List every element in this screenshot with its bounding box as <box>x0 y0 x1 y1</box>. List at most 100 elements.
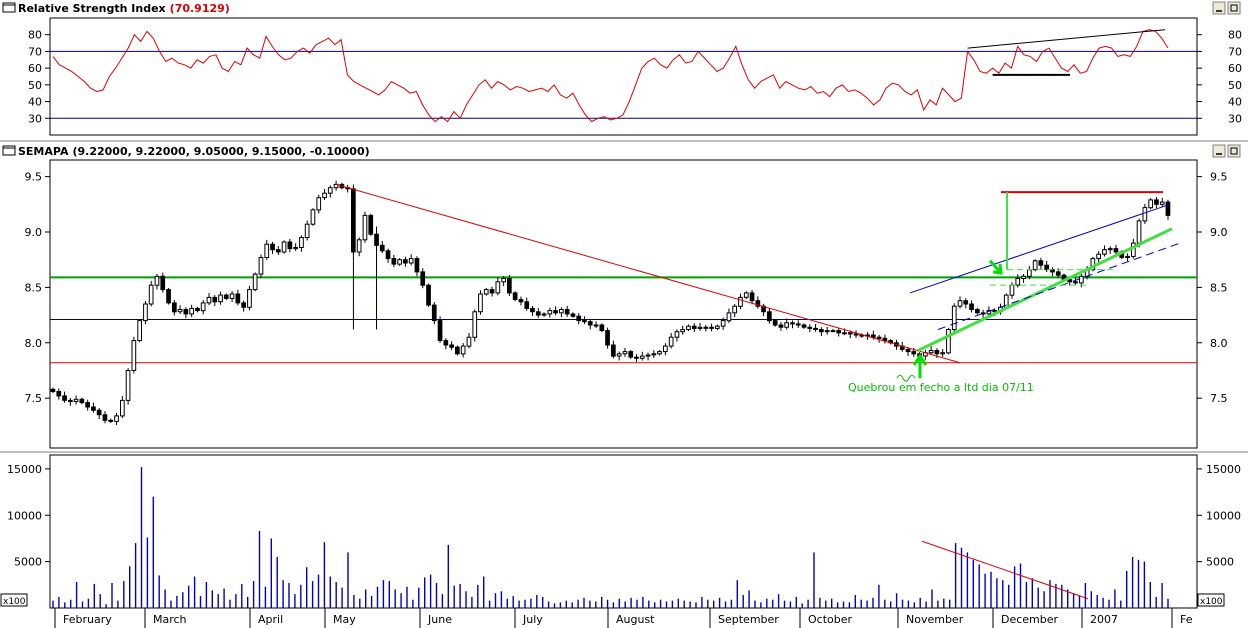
candle <box>333 183 339 189</box>
candle <box>847 332 853 335</box>
candle <box>1009 284 1015 296</box>
candle <box>1107 248 1113 251</box>
candle <box>495 281 501 294</box>
candle <box>975 309 980 314</box>
candle <box>1015 278 1021 286</box>
candle <box>928 350 934 354</box>
candle <box>235 293 241 304</box>
candle <box>1148 199 1154 209</box>
price-panel: SEMAPA (9.22000, 9.22000, 9.05000, 9.150… <box>0 140 1248 449</box>
candle <box>767 311 772 322</box>
x-axis-label: Fe <box>1180 613 1193 626</box>
volume-ytick-left: 5000 <box>14 556 42 569</box>
candle <box>1165 201 1171 216</box>
candle <box>755 300 761 307</box>
candle <box>842 332 847 335</box>
candle <box>553 310 558 314</box>
candle <box>940 352 945 355</box>
candle <box>720 320 726 327</box>
candle <box>1055 271 1061 276</box>
candle <box>674 331 680 338</box>
candle <box>327 187 333 194</box>
candle <box>172 302 177 313</box>
candle <box>1027 269 1032 277</box>
candle <box>507 278 512 294</box>
candle <box>264 243 270 258</box>
rsi-ytick-right: 80 <box>1228 29 1242 42</box>
candle <box>275 249 281 253</box>
candle <box>743 292 749 298</box>
price-ytick-right: 8.5 <box>1210 281 1228 294</box>
candle <box>819 329 824 333</box>
breakout-arrow-icon <box>912 353 928 379</box>
candle <box>50 388 56 392</box>
candle <box>951 305 957 331</box>
candle <box>1038 260 1044 266</box>
volume-scale-label-right: x100 <box>1200 597 1223 607</box>
candle <box>143 303 148 322</box>
price-ytick-right: 8.0 <box>1210 337 1228 350</box>
rsi-ytick-left: 70 <box>28 45 42 58</box>
candle <box>229 293 235 299</box>
candle <box>969 303 974 310</box>
candle <box>645 354 651 357</box>
candle <box>691 325 697 329</box>
rsi-ytick-right: 60 <box>1228 62 1242 75</box>
price-channel-lower-dashed <box>937 242 1181 330</box>
candle <box>1073 281 1078 284</box>
candle <box>195 307 200 312</box>
candle <box>241 302 247 308</box>
price-minimize-button[interactable] <box>1212 144 1226 158</box>
candle <box>131 340 137 372</box>
candle <box>166 289 171 304</box>
volume-scale-box-right <box>1197 593 1225 607</box>
candle <box>1067 279 1073 283</box>
price-panel-icon <box>2 145 16 156</box>
candle <box>189 307 195 315</box>
volume-scale-label-left: x100 <box>3 597 26 607</box>
candle <box>403 259 408 264</box>
candle <box>426 284 431 306</box>
candle <box>252 273 258 291</box>
price-ohlc: (9.22000, 9.22000, 9.05000, 9.15000, -0.… <box>72 145 369 158</box>
volume-ytick-right: 10000 <box>1206 509 1241 522</box>
candle <box>824 330 830 333</box>
candle <box>703 326 709 329</box>
x-axis-label: December <box>1001 613 1059 626</box>
candle <box>801 324 807 328</box>
candle <box>911 351 917 355</box>
candle <box>1021 275 1026 279</box>
x-axis-label: February <box>63 613 112 626</box>
candle <box>726 312 732 322</box>
price-plot-area <box>49 159 1198 449</box>
rsi-title: Relative Strength Index <box>18 2 166 15</box>
maximize-icon <box>1230 4 1238 12</box>
rsi-minimize-button[interactable] <box>1212 1 1226 15</box>
rsi-series-line <box>52 29 1169 123</box>
candle <box>125 370 131 401</box>
price-ytick-left: 9.0 <box>25 226 43 239</box>
candle <box>356 239 362 253</box>
candle <box>963 300 969 305</box>
candle <box>535 311 541 316</box>
candle <box>397 259 402 265</box>
candle <box>512 292 518 300</box>
candle <box>1136 220 1142 244</box>
candle <box>322 192 327 199</box>
price-maximize-button[interactable] <box>1227 144 1241 158</box>
candle <box>518 299 524 303</box>
candle <box>790 322 795 325</box>
price-channel-lower <box>917 227 1173 352</box>
rsi-panel-icon <box>2 2 16 13</box>
rsi-maximize-button[interactable] <box>1227 1 1241 15</box>
candle <box>304 223 310 238</box>
candle <box>530 307 535 313</box>
rsi-ytick-right: 30 <box>1228 112 1242 125</box>
candle <box>79 398 85 404</box>
rsi-ytick-left: 60 <box>28 62 42 75</box>
rsi-ytick-left: 40 <box>28 96 42 109</box>
rsi-ytick-left: 30 <box>28 112 42 125</box>
candle <box>986 310 992 315</box>
x-axis-label: November <box>906 613 964 626</box>
candle <box>431 304 437 322</box>
